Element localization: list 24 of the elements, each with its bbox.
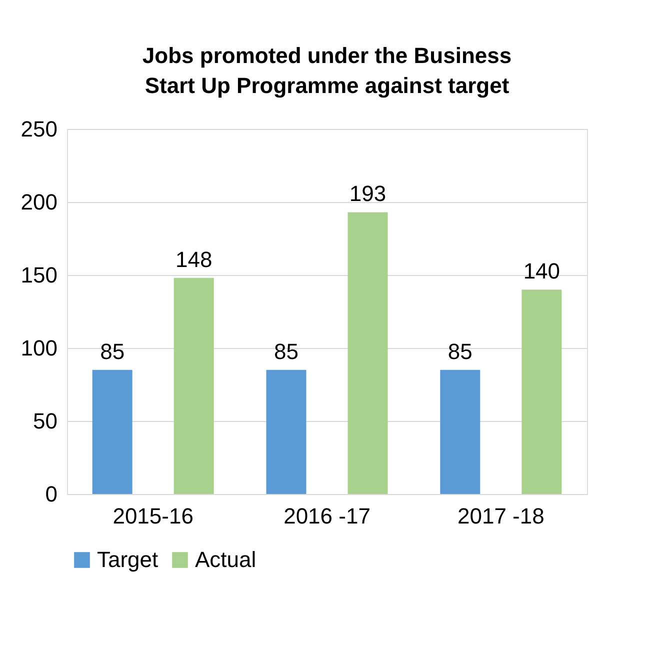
bar (92, 370, 132, 494)
y-tick-label: 50 (33, 408, 58, 434)
legend-label: Target (97, 547, 158, 572)
data-label: 193 (349, 181, 386, 206)
data-label: 148 (175, 246, 212, 272)
chart-title: Jobs promoted under the Business Start Up Programme against target (142, 43, 512, 98)
bar (348, 212, 388, 494)
bar (440, 370, 480, 494)
data-label: 140 (523, 258, 560, 284)
data-label: 85 (274, 338, 298, 364)
y-tick-label: 100 (20, 336, 58, 360)
data-label: 85 (100, 338, 125, 364)
y-tick-label: 200 (20, 190, 58, 214)
bar (522, 290, 562, 494)
y-tick-label: 250 (20, 116, 58, 142)
x-tick-label: 2017 -18 (457, 504, 544, 528)
y-tick-label: 0 (45, 482, 58, 506)
x-tick-label: 2016 -17 (284, 504, 370, 528)
x-tick-label: 2015-16 (112, 504, 194, 528)
data-label: 85 (448, 338, 472, 364)
legend-label: Actual (195, 547, 256, 572)
y-tick-label: 150 (20, 262, 58, 288)
bar (266, 370, 306, 494)
bar (174, 278, 214, 494)
